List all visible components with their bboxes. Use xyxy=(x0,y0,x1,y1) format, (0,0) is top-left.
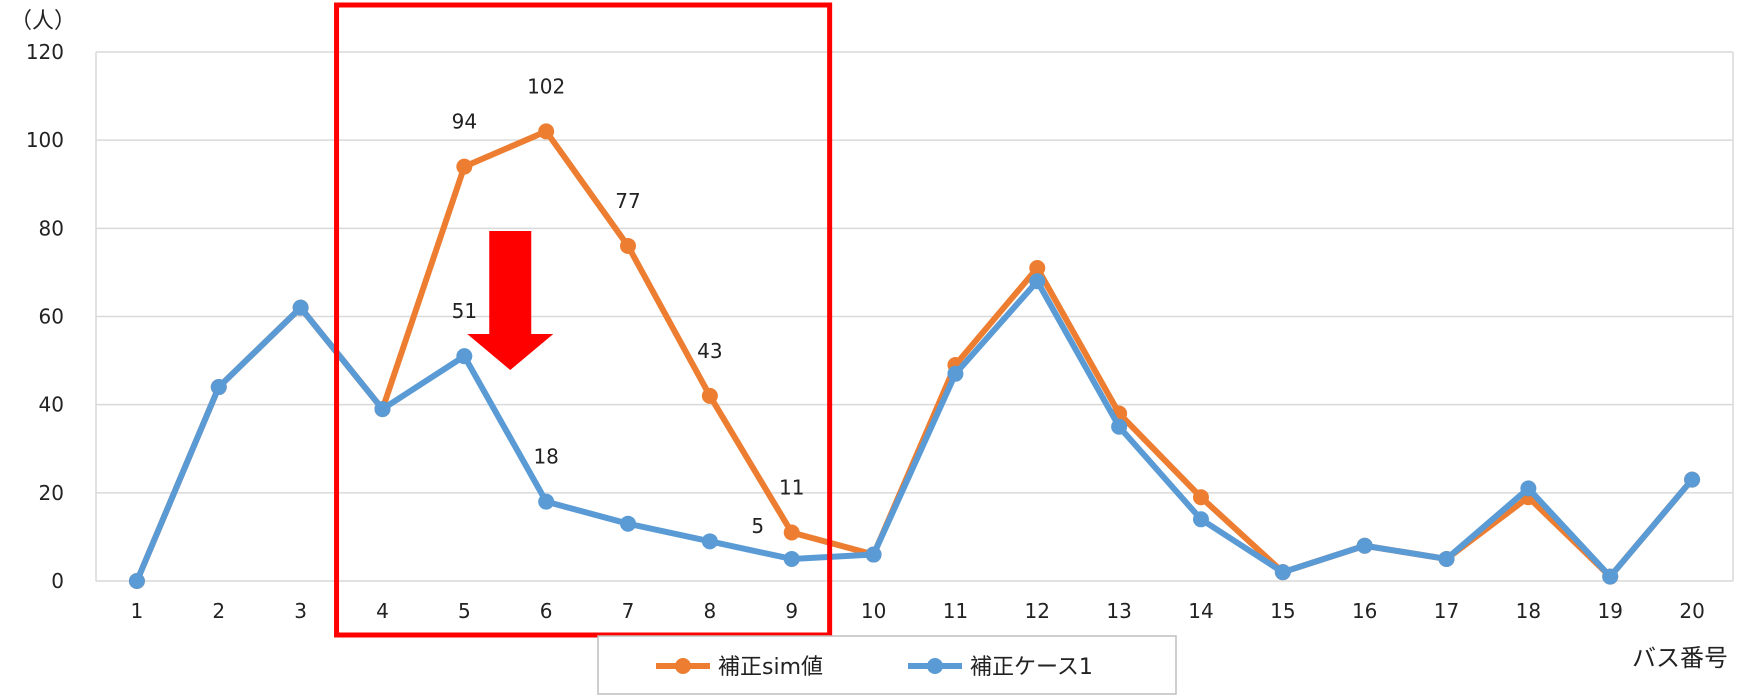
down-arrow-icon xyxy=(467,231,554,370)
data-label: 11 xyxy=(779,476,804,500)
data-point xyxy=(456,348,473,365)
data-point xyxy=(1602,568,1619,585)
x-tick-label: 20 xyxy=(1679,599,1704,623)
data-point xyxy=(1029,273,1046,290)
data-point xyxy=(620,237,637,254)
x-tick-label: 9 xyxy=(785,599,798,623)
y-tick-label: 100 xyxy=(26,128,64,152)
x-tick-label: 13 xyxy=(1106,599,1131,623)
legend-item-1: 補正sim値 xyxy=(656,655,823,680)
data-point xyxy=(1438,550,1455,567)
y-tick-label: 0 xyxy=(51,569,64,593)
x-tick-label: 18 xyxy=(1516,599,1541,623)
data-label: 77 xyxy=(615,189,640,213)
legend-swatch-marker xyxy=(927,658,943,674)
data-point xyxy=(783,524,800,541)
data-point xyxy=(210,379,227,396)
data-labels: 94 102 77 43 11 51 18 5 xyxy=(452,74,805,538)
x-tick-label: 8 xyxy=(704,599,717,623)
legend-label: 補正ケース1 xyxy=(970,655,1093,680)
data-point xyxy=(538,493,555,510)
data-point xyxy=(701,387,718,404)
plot-area-border xyxy=(95,52,1734,581)
y-tick-label: 60 xyxy=(39,305,64,329)
data-point xyxy=(1274,564,1291,581)
data-point xyxy=(947,365,964,382)
data-label: 51 xyxy=(452,299,477,323)
data-point xyxy=(1029,260,1046,277)
series-lines xyxy=(128,123,1701,589)
data-point xyxy=(1192,489,1209,506)
data-label: 102 xyxy=(527,74,565,98)
x-tick-label: 12 xyxy=(1025,599,1050,623)
legend-label: 補正sim値 xyxy=(718,655,823,680)
y-tick-label: 120 xyxy=(26,40,64,64)
data-label: 18 xyxy=(533,445,558,469)
data-point xyxy=(1520,480,1537,497)
y-unit-label: （人） xyxy=(10,9,76,34)
data-point xyxy=(701,533,718,550)
y-axis-ticks: 0 20 40 60 80 100 120 xyxy=(26,40,64,593)
series-1 xyxy=(128,123,1701,589)
x-tick-label: 2 xyxy=(212,599,225,623)
x-tick-label: 6 xyxy=(540,599,553,623)
data-point xyxy=(1111,418,1128,435)
data-point xyxy=(865,546,882,563)
x-tick-label: 11 xyxy=(943,599,968,623)
x-tick-label: 4 xyxy=(376,599,389,623)
data-point xyxy=(456,158,473,175)
data-label: 94 xyxy=(452,110,477,134)
data-point xyxy=(292,299,309,316)
series-2 xyxy=(128,273,1701,589)
y-tick-label: 80 xyxy=(39,216,64,240)
data-label: 5 xyxy=(751,514,764,538)
legend-items: 補正sim値 補正ケース1 xyxy=(656,655,1093,680)
highlight-annotation xyxy=(334,2,833,638)
x-tick-label: 17 xyxy=(1434,599,1459,623)
data-point xyxy=(783,550,800,567)
y-tick-label: 40 xyxy=(39,393,64,417)
data-point xyxy=(128,573,145,589)
data-point xyxy=(1684,471,1701,488)
series-line xyxy=(133,278,1696,584)
x-axis-ticks: 1 2 3 4 5 6 7 8 9 10 11 12 13 14 15 16 17 18 19 20 xyxy=(131,599,1705,623)
x-tick-label: 14 xyxy=(1188,599,1213,623)
data-label: 43 xyxy=(697,339,722,363)
x-tick-label: 5 xyxy=(458,599,471,623)
highlight-box xyxy=(334,2,833,638)
x-tick-label: 16 xyxy=(1352,599,1377,623)
y-tick-label: 20 xyxy=(39,481,64,505)
data-point xyxy=(538,123,555,140)
series-line xyxy=(133,128,1696,584)
x-tick-label: 7 xyxy=(622,599,635,623)
data-point xyxy=(1356,537,1373,554)
x-tick-label: 10 xyxy=(861,599,886,623)
x-tick-label: 19 xyxy=(1597,599,1622,623)
legend-swatch-marker xyxy=(675,658,691,674)
data-point xyxy=(620,515,637,532)
legend-item-2: 補正ケース1 xyxy=(908,655,1093,680)
x-tick-label: 15 xyxy=(1270,599,1295,623)
x-tick-label: 1 xyxy=(131,599,144,623)
grid-lines xyxy=(96,51,1733,582)
data-point xyxy=(374,401,391,418)
x-axis-title: バス番号 xyxy=(1632,644,1728,672)
data-point xyxy=(1192,511,1209,528)
x-tick-label: 3 xyxy=(294,599,307,623)
legend: 補正sim値 補正ケース1 xyxy=(597,635,1177,695)
